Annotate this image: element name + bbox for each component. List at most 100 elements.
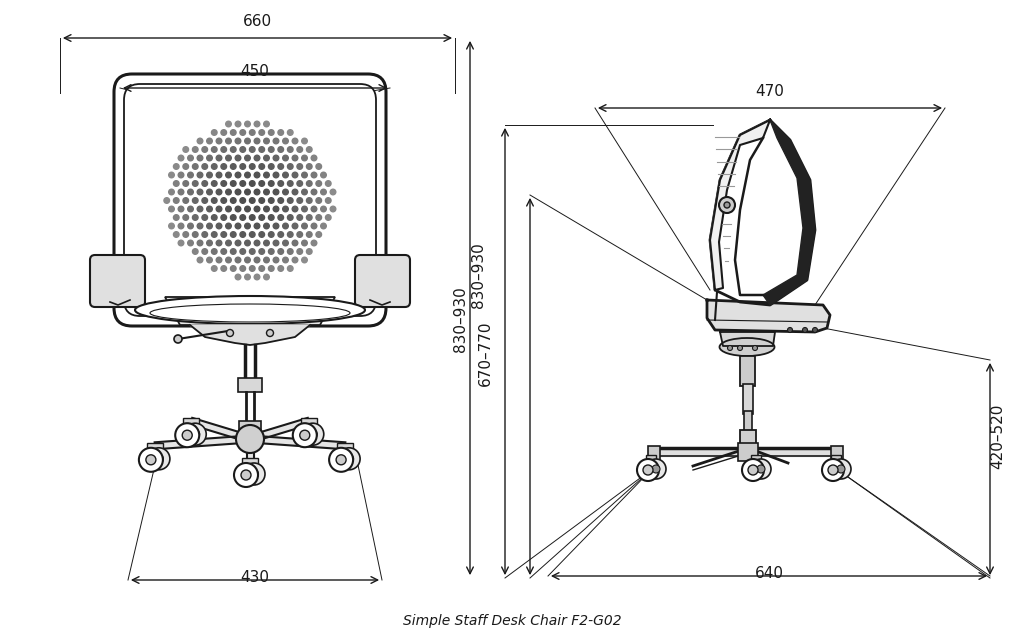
Circle shape <box>216 189 222 195</box>
Circle shape <box>202 249 208 254</box>
Circle shape <box>306 164 312 170</box>
Circle shape <box>221 130 226 135</box>
Bar <box>337 443 353 451</box>
Circle shape <box>198 189 203 195</box>
Circle shape <box>302 189 307 195</box>
Circle shape <box>278 130 284 135</box>
Circle shape <box>297 232 302 237</box>
Circle shape <box>178 155 183 161</box>
Circle shape <box>202 232 208 237</box>
Circle shape <box>268 266 274 271</box>
Circle shape <box>241 470 251 480</box>
Circle shape <box>211 198 217 204</box>
Circle shape <box>250 180 255 186</box>
Circle shape <box>266 330 273 337</box>
Circle shape <box>211 214 217 220</box>
Circle shape <box>240 130 246 135</box>
Circle shape <box>250 470 258 479</box>
Polygon shape <box>165 297 335 325</box>
Circle shape <box>187 223 194 228</box>
Circle shape <box>268 249 274 254</box>
Circle shape <box>207 155 212 161</box>
Bar <box>301 418 316 426</box>
Circle shape <box>254 274 260 280</box>
Circle shape <box>175 423 200 447</box>
Text: 660: 660 <box>243 14 272 29</box>
Circle shape <box>646 459 666 479</box>
Bar <box>831 446 843 460</box>
Circle shape <box>329 448 353 472</box>
Circle shape <box>250 198 255 204</box>
Polygon shape <box>190 418 251 442</box>
Circle shape <box>254 121 260 127</box>
Bar <box>239 421 261 439</box>
Circle shape <box>221 249 226 254</box>
Polygon shape <box>710 120 815 305</box>
Circle shape <box>292 223 298 228</box>
Circle shape <box>230 164 237 170</box>
Circle shape <box>187 206 194 212</box>
Circle shape <box>316 232 322 237</box>
Circle shape <box>259 266 264 271</box>
Circle shape <box>198 206 203 212</box>
Circle shape <box>211 249 217 254</box>
Circle shape <box>311 172 316 178</box>
Text: 450: 450 <box>241 64 269 79</box>
Circle shape <box>240 147 246 152</box>
Bar <box>751 455 761 461</box>
Circle shape <box>230 180 237 186</box>
Circle shape <box>273 189 279 195</box>
Circle shape <box>302 155 307 161</box>
Circle shape <box>748 465 758 475</box>
Circle shape <box>202 180 208 186</box>
Circle shape <box>250 130 255 135</box>
Circle shape <box>787 328 793 333</box>
Circle shape <box>302 240 307 246</box>
FancyBboxPatch shape <box>90 255 145 307</box>
Circle shape <box>316 214 322 220</box>
Circle shape <box>264 223 269 228</box>
Circle shape <box>268 232 274 237</box>
Circle shape <box>245 189 250 195</box>
Circle shape <box>727 346 732 351</box>
Text: Simple Staff Desk Chair F2-G02: Simple Staff Desk Chair F2-G02 <box>402 614 622 628</box>
Circle shape <box>225 172 231 178</box>
Circle shape <box>225 121 231 127</box>
Circle shape <box>812 328 817 333</box>
Circle shape <box>292 189 298 195</box>
Circle shape <box>193 147 198 152</box>
Circle shape <box>221 198 226 204</box>
Circle shape <box>193 214 198 220</box>
Circle shape <box>264 274 269 280</box>
Circle shape <box>306 180 312 186</box>
Circle shape <box>254 138 260 144</box>
Circle shape <box>278 232 284 237</box>
Circle shape <box>240 232 246 237</box>
Circle shape <box>264 189 269 195</box>
Circle shape <box>216 223 222 228</box>
Circle shape <box>236 425 264 453</box>
Circle shape <box>292 206 298 212</box>
Circle shape <box>336 455 346 465</box>
Circle shape <box>306 147 312 152</box>
Circle shape <box>216 206 222 212</box>
Circle shape <box>230 147 237 152</box>
Circle shape <box>173 214 179 220</box>
Polygon shape <box>720 332 775 346</box>
Circle shape <box>216 155 222 161</box>
Circle shape <box>293 423 316 447</box>
Circle shape <box>211 180 217 186</box>
Circle shape <box>187 189 194 195</box>
Circle shape <box>139 448 163 472</box>
Circle shape <box>757 465 765 473</box>
Circle shape <box>240 164 246 170</box>
Circle shape <box>245 121 250 127</box>
Bar <box>740 356 755 386</box>
Circle shape <box>173 164 179 170</box>
Circle shape <box>259 232 264 237</box>
Bar <box>146 443 163 451</box>
Circle shape <box>254 257 260 263</box>
Circle shape <box>145 455 156 465</box>
Circle shape <box>268 130 274 135</box>
Circle shape <box>169 223 174 228</box>
